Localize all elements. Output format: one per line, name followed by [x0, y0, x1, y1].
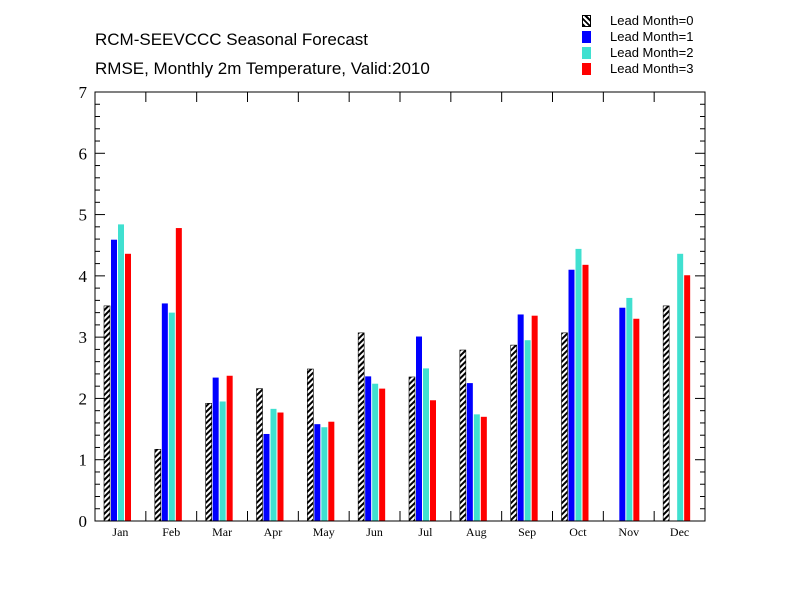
bar-jan-lead-3 — [125, 253, 131, 521]
bar-aug-lead-3 — [480, 416, 487, 521]
bar-oct-lead-1 — [568, 269, 575, 521]
legend-label-lead-2: Lead Month=2 — [610, 45, 694, 60]
legend-swatch-lead-0 — [582, 15, 591, 27]
x-tick-label-feb: Feb — [162, 525, 180, 539]
y-tick-label: 1 — [79, 451, 88, 470]
bar-may-lead-3 — [328, 421, 335, 521]
x-tick-label-jun: Jun — [366, 525, 383, 539]
legend-label-lead-3: Lead Month=3 — [610, 61, 694, 76]
bar-oct-lead-3 — [582, 264, 589, 521]
bar-nov-lead-1 — [619, 307, 626, 521]
bar-jul-lead-2 — [423, 368, 429, 521]
bar-apr-lead-3 — [277, 412, 284, 521]
bar-sep-lead-0 — [510, 344, 517, 522]
x-tick-label-may: May — [313, 525, 335, 539]
bar-jan-lead-2 — [118, 224, 124, 521]
bar-sep-lead-1 — [517, 314, 524, 521]
y-tick-label: 3 — [79, 328, 88, 347]
y-tick-label: 7 — [79, 83, 88, 102]
bar-mar-lead-0 — [205, 403, 212, 522]
x-tick-label-sep: Sep — [518, 525, 536, 539]
bar-dec-lead-0 — [662, 305, 670, 522]
y-tick-label: 0 — [79, 512, 88, 531]
plot-frame — [94, 91, 706, 522]
bar-jun-lead-2 — [372, 383, 379, 521]
bar-may-lead-2 — [321, 427, 328, 521]
bar-sep-lead-2 — [524, 340, 531, 521]
bar-feb-lead-1 — [161, 303, 168, 521]
bar-apr-lead-2 — [270, 408, 277, 521]
legend-swatch-lead-3 — [582, 63, 591, 75]
chart-title: RCM-SEEVCCC Seasonal Forecast — [95, 30, 369, 49]
bar-jun-lead-1 — [365, 376, 372, 521]
x-tick-label-jan: Jan — [112, 525, 128, 539]
bar-jan-lead-1 — [111, 239, 117, 521]
x-tick-label-mar: Mar — [212, 525, 232, 539]
bar-mar-lead-1 — [212, 377, 219, 521]
bar-aug-lead-1 — [466, 383, 473, 521]
bar-sep-lead-3 — [531, 315, 538, 521]
bar-apr-lead-0 — [256, 388, 263, 522]
x-tick-label-nov: Nov — [618, 525, 639, 539]
bar-feb-lead-3 — [175, 228, 182, 521]
bar-dec-lead-3 — [684, 275, 691, 521]
bar-may-lead-1 — [314, 424, 321, 521]
bar-jan-lead-0 — [103, 305, 111, 522]
bar-apr-lead-1 — [263, 433, 270, 521]
x-tick-label-dec: Dec — [670, 525, 689, 539]
y-tick-label: 5 — [79, 206, 88, 225]
bar-may-lead-0 — [307, 368, 314, 522]
legend-swatch-lead-2 — [582, 47, 591, 59]
bar-jul-lead-1 — [416, 336, 422, 521]
x-tick-label-aug: Aug — [466, 525, 487, 539]
bar-mar-lead-3 — [226, 375, 233, 521]
bar-dec-lead-2 — [677, 253, 684, 521]
x-tick-label-apr: Apr — [264, 525, 283, 539]
bar-oct-lead-0 — [561, 332, 568, 522]
y-tick-label: 6 — [79, 144, 88, 163]
bar-aug-lead-0 — [459, 349, 467, 522]
chart-subtitle: RMSE, Monthly 2m Temperature, Valid:2010 — [95, 59, 430, 78]
bar-nov-lead-2 — [626, 297, 633, 521]
y-tick-label: 2 — [79, 389, 88, 408]
legend-swatch-lead-1 — [582, 31, 591, 43]
bar-oct-lead-2 — [575, 248, 582, 522]
bar-jul-lead-3 — [430, 400, 436, 521]
bar-jun-lead-3 — [379, 388, 386, 521]
bar-feb-lead-2 — [168, 312, 175, 521]
bar-jul-lead-0 — [408, 376, 416, 522]
x-tick-label-jul: Jul — [418, 525, 433, 539]
y-tick-label: 4 — [79, 267, 88, 286]
bar-mar-lead-2 — [219, 401, 226, 521]
bar-nov-lead-3 — [633, 318, 640, 521]
legend-label-lead-0: Lead Month=0 — [610, 13, 694, 28]
x-tick-label-oct: Oct — [569, 525, 587, 539]
legend-label-lead-1: Lead Month=1 — [610, 29, 694, 44]
bar-aug-lead-2 — [473, 414, 480, 521]
bar-jun-lead-0 — [357, 332, 365, 522]
bar-feb-lead-0 — [154, 448, 162, 522]
